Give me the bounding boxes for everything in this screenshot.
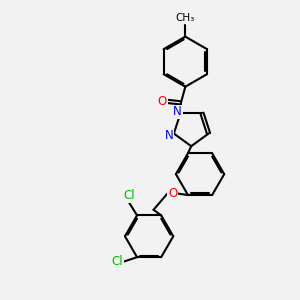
Text: CH₃: CH₃ (176, 14, 195, 23)
Text: O: O (158, 95, 167, 108)
Text: Cl: Cl (112, 255, 123, 268)
Text: N: N (165, 128, 174, 142)
Text: Cl: Cl (123, 189, 135, 202)
Text: O: O (168, 187, 177, 200)
Text: N: N (173, 105, 182, 118)
